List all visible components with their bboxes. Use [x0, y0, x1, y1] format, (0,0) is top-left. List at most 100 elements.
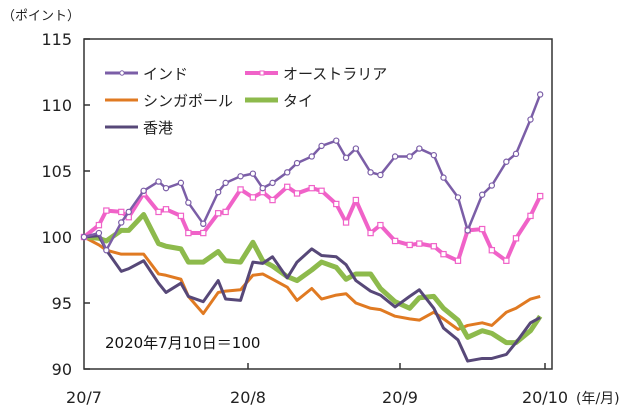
- data-point: [352, 196, 360, 204]
- data-point: [177, 212, 185, 220]
- data-point: [352, 145, 360, 152]
- data-point: [406, 153, 413, 160]
- data-point: [237, 186, 244, 193]
- y-tick-label: 110: [41, 96, 72, 115]
- data-point: [333, 200, 340, 208]
- data-point: [342, 154, 350, 161]
- plot-frame: [83, 38, 553, 370]
- data-point: [200, 220, 207, 227]
- legend-marker: [259, 70, 265, 76]
- data-point: [177, 179, 185, 187]
- data-point: [118, 219, 125, 226]
- legend-item: シンガポール: [105, 92, 233, 110]
- data-point: [155, 208, 162, 216]
- data-point: [293, 159, 301, 167]
- data-point: [527, 212, 534, 220]
- data-point: [464, 227, 471, 234]
- y-axis-unit-label: （ポイント）: [2, 9, 80, 24]
- data-point: [440, 174, 447, 181]
- data-point: [478, 191, 486, 198]
- data-point: [162, 184, 170, 192]
- data-point: [503, 158, 510, 165]
- data-point: [222, 208, 229, 216]
- data-point: [162, 206, 170, 213]
- data-point: [222, 179, 229, 187]
- data-point: [284, 183, 291, 191]
- legend-item: インド: [105, 65, 188, 83]
- data-point: [512, 150, 520, 158]
- series-5: [83, 234, 541, 363]
- data-point: [367, 169, 374, 176]
- data-point: [318, 187, 325, 194]
- x-tick-label: 20/8: [230, 388, 266, 407]
- legend-marker: [119, 70, 125, 76]
- y-tick-label: 95: [52, 294, 72, 313]
- y-tick-label: 90: [52, 360, 72, 379]
- data-point: [342, 219, 350, 226]
- data-point: [95, 229, 103, 237]
- x-tick-label: 20/7: [66, 388, 102, 407]
- data-point: [293, 190, 301, 197]
- data-point: [284, 169, 291, 176]
- x-tick-label: 20/10: [522, 388, 568, 407]
- x-axis-unit-label: (年/月): [576, 391, 620, 407]
- data-point: [237, 173, 244, 180]
- legend-item: タイ: [245, 92, 313, 110]
- data-point: [214, 188, 222, 196]
- data-point: [391, 153, 399, 160]
- data-point: [478, 225, 486, 233]
- data-point: [185, 229, 192, 237]
- data-point: [454, 194, 462, 201]
- series-1: [80, 91, 544, 254]
- x-tick-label: 20/9: [382, 388, 418, 407]
- data-point: [333, 137, 340, 144]
- data-point: [488, 182, 496, 189]
- data-point: [155, 178, 162, 185]
- data-point: [536, 91, 544, 98]
- data-point: [308, 153, 315, 160]
- data-point: [95, 221, 103, 229]
- data-point: [318, 142, 325, 150]
- data-point: [430, 243, 438, 250]
- legend-label: インド: [143, 65, 188, 83]
- legend-item: オーストラリア: [245, 65, 387, 83]
- y-tick-label: 105: [41, 162, 72, 181]
- data-point: [80, 233, 88, 241]
- data-point: [269, 179, 276, 187]
- data-point: [454, 257, 462, 264]
- data-point: [406, 241, 413, 249]
- data-point: [249, 170, 257, 177]
- data-point: [416, 145, 423, 152]
- data-point: [536, 192, 544, 200]
- data-point: [185, 199, 192, 206]
- data-point: [430, 151, 438, 159]
- data-point: [103, 207, 110, 214]
- data-point: [103, 246, 110, 254]
- data-point: [249, 194, 257, 201]
- data-point: [200, 229, 207, 237]
- data-point: [527, 116, 534, 123]
- data-point: [125, 208, 132, 216]
- legend-label: タイ: [283, 92, 313, 110]
- data-point: [512, 235, 520, 242]
- y-tick-label: 100: [41, 228, 72, 247]
- data-point: [440, 250, 447, 258]
- legend-label: 香港: [143, 119, 173, 137]
- x-axis: 20/7 20/8 20/9 20/10: [66, 363, 568, 407]
- data-point: [259, 184, 266, 192]
- data-point: [391, 237, 399, 245]
- base-date-annotation: 2020年7月10日＝100: [105, 334, 260, 352]
- data-point: [308, 184, 315, 192]
- y-axis: 90 95 100 105 110 115: [41, 30, 90, 379]
- data-point: [118, 208, 125, 216]
- series-group: [80, 91, 544, 363]
- data-point: [214, 210, 222, 217]
- data-point: [269, 196, 276, 204]
- data-point: [377, 221, 384, 229]
- legend-label: シンガポール: [143, 92, 233, 110]
- data-point: [488, 247, 496, 254]
- data-point: [140, 187, 147, 194]
- y-tick-label: 115: [41, 30, 72, 49]
